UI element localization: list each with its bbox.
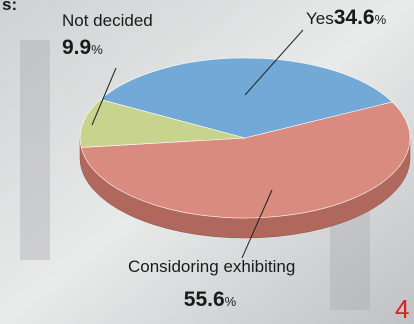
category-label: Yes (306, 9, 334, 28)
pie (79, 57, 411, 239)
labels: Yes34.6% Not decided 9.9% Considoring exhib… (62, 6, 387, 311)
value-label: 55.6 (184, 288, 225, 311)
data-label: 55.6% (184, 288, 237, 311)
data-label: 9.9% (62, 36, 103, 59)
category-label: Not decided (62, 11, 153, 30)
value-label: 34.6 (334, 6, 375, 29)
category-label: Considoring exhibiting (128, 257, 295, 276)
unit-label: % (375, 12, 387, 27)
pie-slice (99, 57, 393, 139)
unit-label: % (225, 294, 237, 309)
leader-line (241, 189, 273, 259)
unit-label: % (91, 42, 103, 57)
pie-slice (79, 99, 246, 148)
value-label: 9.9 (62, 36, 91, 59)
leader-line (244, 29, 304, 96)
annotation: s: (2, 0, 17, 14)
data-label: Yes34.6% (306, 6, 387, 29)
leader-line (91, 67, 117, 126)
background-figure (20, 40, 50, 260)
annotation: 4 (395, 294, 409, 324)
pie-slice (80, 101, 411, 219)
